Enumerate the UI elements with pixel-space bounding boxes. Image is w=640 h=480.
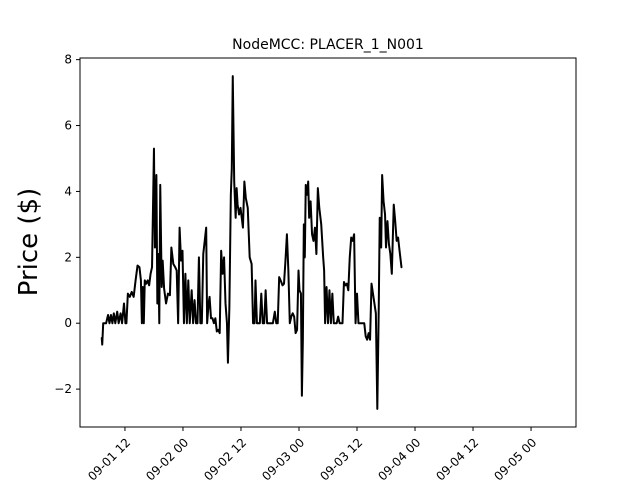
y-tick-label: 6: [64, 119, 72, 133]
chart-title: NodeMCC: PLACER_1_N001: [232, 37, 424, 53]
price-series-line: [100, 75, 403, 410]
y-tick-label: 0: [64, 316, 72, 330]
y-tick-label: 2: [64, 250, 72, 264]
y-tick-label: 8: [64, 53, 72, 67]
y-tick-label: 4: [64, 184, 72, 198]
plot-frame: [79, 57, 577, 428]
y-axis-label: Price ($): [14, 188, 44, 297]
y-tick-label: −2: [54, 382, 72, 396]
